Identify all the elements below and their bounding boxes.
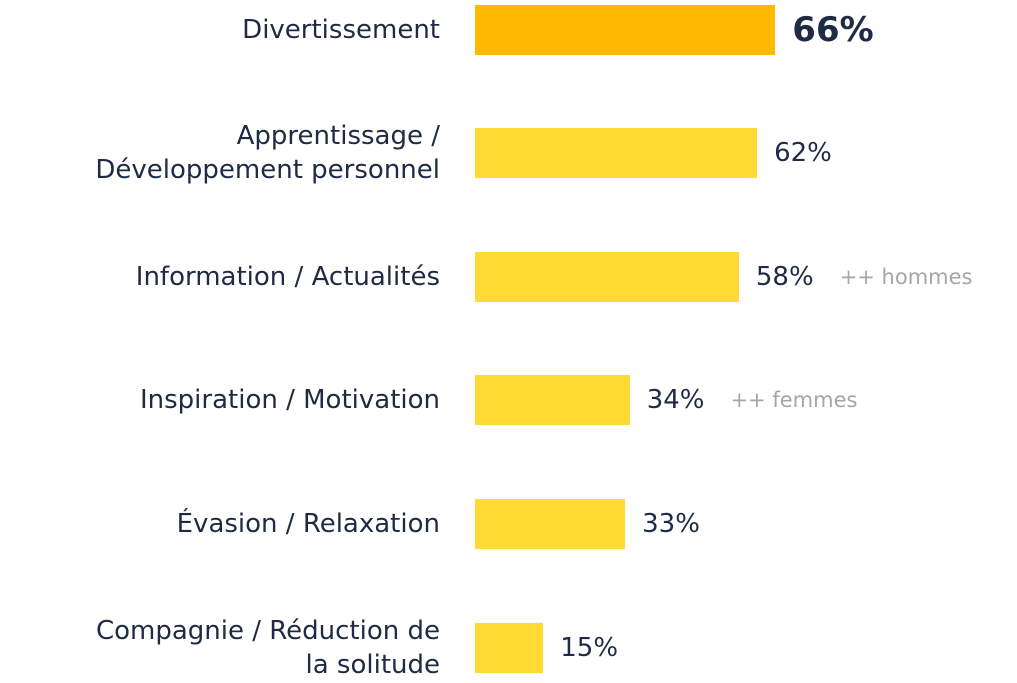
category-label: Apprentissage / Développement personnel <box>95 121 440 185</box>
value-label: 62% <box>774 138 832 168</box>
value-label-group: 62% <box>774 138 832 168</box>
bar <box>475 5 776 55</box>
bar <box>475 375 630 425</box>
bar <box>475 252 739 302</box>
value-label-group: 66% <box>792 10 873 50</box>
annotation: ++ femmes <box>730 388 858 412</box>
value-label-group: 34% ++ femmes <box>647 385 858 415</box>
category-label: Divertissement <box>242 15 440 45</box>
value-label: 34% <box>646 385 705 415</box>
bar <box>475 623 544 673</box>
value-label: 58% <box>755 262 814 292</box>
category-label: Évasion / Relaxation <box>176 509 440 539</box>
category-label: Compagnie / Réduction de la solitude <box>95 616 440 680</box>
value-label: 15% <box>560 633 619 663</box>
annotation: ++ hommes <box>839 265 973 289</box>
value-label-group: 33% <box>642 509 700 539</box>
value-label: 66% <box>792 10 874 50</box>
value-label-group: 15% <box>560 633 618 663</box>
category-label: Inspiration / Motivation <box>139 385 440 415</box>
bar <box>475 499 626 549</box>
value-label-group: 58% ++ hommes <box>756 262 973 292</box>
bar <box>475 128 758 178</box>
value-label: 33% <box>642 509 700 539</box>
category-label: Information / Actualités <box>135 262 440 292</box>
